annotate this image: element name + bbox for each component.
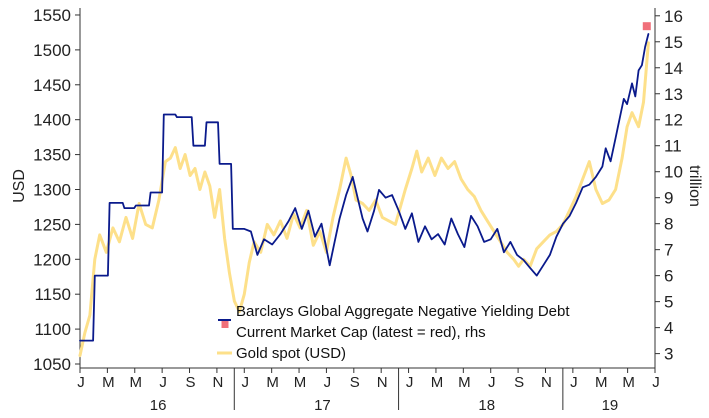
left-axis-title: USD — [11, 169, 28, 203]
left-tick-label: 1050 — [33, 355, 71, 374]
x-month-label: J — [242, 374, 250, 391]
left-tick-label: 1400 — [33, 111, 71, 130]
left-tick-label: 1200 — [33, 250, 71, 269]
x-month-label: N — [541, 374, 552, 391]
left-tick-label: 1250 — [33, 215, 71, 234]
legend-label-debt: Barclays Global Aggregate Negative Yield… — [236, 303, 570, 320]
right-tick-label: 11 — [664, 137, 682, 156]
x-month-label: M — [130, 374, 143, 391]
x-month-label: M — [102, 374, 115, 391]
right-tick-label: 10 — [664, 163, 683, 182]
x-month-label: J — [570, 374, 578, 391]
x-month-label: N — [377, 374, 388, 391]
x-month-label: N — [212, 374, 223, 391]
x-month-label: J — [77, 374, 85, 391]
x-month-label: M — [266, 374, 279, 391]
left-tick-label: 1150 — [34, 285, 71, 304]
x-month-label: J — [159, 374, 167, 391]
x-year-label: 19 — [602, 397, 619, 414]
right-tick-label: 7 — [664, 241, 673, 260]
right-tick-label: 4 — [664, 319, 673, 338]
x-month-label: S — [514, 374, 524, 391]
right-tick-label: 12 — [664, 111, 683, 130]
left-tick-label: 1300 — [33, 180, 71, 199]
x-month-label: S — [350, 374, 360, 391]
x-month-label: M — [294, 374, 307, 391]
right-tick-label: 13 — [664, 85, 683, 104]
right-tick-label: 14 — [664, 59, 683, 78]
x-year-label: 16 — [150, 397, 167, 414]
x-year-label: 17 — [314, 397, 331, 414]
negative-yield-debt-line — [79, 33, 650, 342]
x-month-label: S — [186, 374, 196, 391]
legend-label-gold: Gold spot (USD) — [236, 345, 346, 362]
series-layer — [78, 22, 651, 358]
x-month-label: J — [324, 374, 332, 391]
right-tick-label: 15 — [664, 33, 683, 52]
right-tick-label: 3 — [664, 345, 673, 364]
left-tick-label: 1550 — [33, 6, 71, 25]
right-axis-title: trillion — [686, 165, 703, 207]
x-month-label: J — [488, 374, 496, 391]
legend: Barclays Global Aggregate Negative Yield… — [217, 303, 570, 362]
gold-spot-line — [78, 41, 650, 358]
left-tick-label: 1350 — [33, 146, 71, 165]
legend-marker-latest — [221, 321, 229, 328]
right-tick-label: 6 — [664, 267, 673, 286]
left-tick-label: 1100 — [34, 320, 71, 339]
x-month-label: M — [595, 374, 608, 391]
left-tick-label: 1500 — [33, 41, 71, 60]
x-month-label: J — [406, 374, 414, 391]
x-month-label: M — [622, 374, 635, 391]
x-month-label: M — [431, 374, 444, 391]
right-tick-label: 5 — [664, 293, 673, 312]
axes: 1050 1100 1150 1200 1250 1300 1350 1400 1450 1500… — [33, 6, 683, 414]
left-tick-label: 1450 — [33, 76, 71, 95]
x-month-label: J — [652, 374, 660, 391]
x-year-label: 18 — [478, 397, 495, 414]
right-tick-label: 9 — [664, 189, 673, 208]
latest-value-marker — [642, 22, 651, 31]
legend-label-debt: Current Market Cap (latest = red), rhs — [236, 324, 486, 341]
right-tick-label: 8 — [664, 215, 673, 234]
x-month-label: M — [458, 374, 471, 391]
right-tick-label: 16 — [664, 7, 683, 26]
